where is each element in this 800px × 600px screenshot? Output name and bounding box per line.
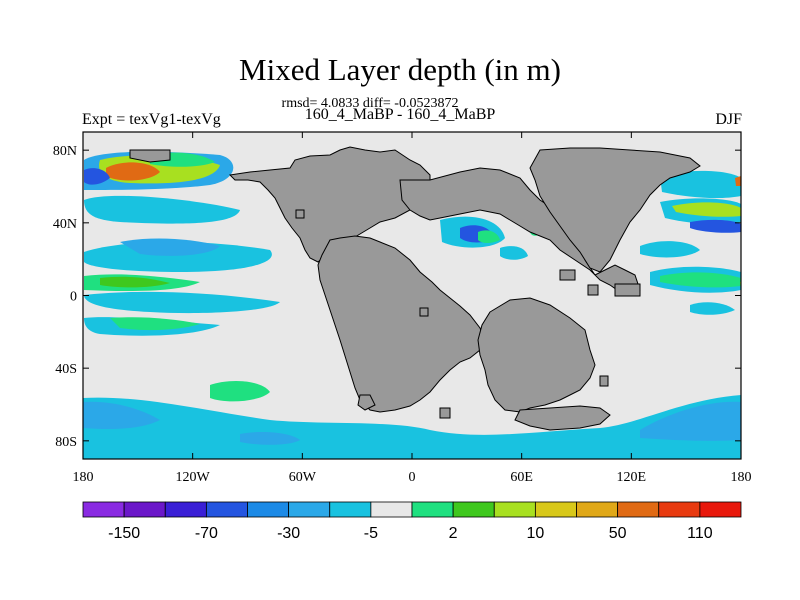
x-tick-label: 60W (289, 470, 317, 485)
colorbar-swatch (205, 501, 248, 518)
colorbar-swatch (370, 501, 413, 518)
anomaly-patch (660, 170, 741, 199)
colorbar-label: 110 (687, 525, 713, 542)
colorbar-swatch (82, 501, 125, 518)
x-tick-label: 120E (617, 470, 647, 485)
land-mass (587, 284, 599, 296)
anomaly-patch (735, 176, 741, 186)
y-tick-label: 0 (70, 290, 77, 305)
land-mass (228, 146, 431, 263)
season-label: DJF (715, 111, 742, 128)
y-tick-label: 80S (55, 435, 77, 450)
anomaly-patch (83, 401, 160, 430)
y-tick-label: 40S (55, 362, 77, 377)
anomaly-patch (690, 219, 741, 233)
anomaly-patch (478, 230, 500, 243)
colorbar-swatch (329, 501, 372, 518)
land-mass (477, 297, 596, 413)
land-mass (399, 167, 641, 296)
land-mass (317, 235, 486, 413)
land-mass (529, 147, 701, 273)
x-tick-label: 0 (409, 470, 416, 485)
anomaly-patch (84, 241, 272, 272)
colorbar-swatch (576, 501, 619, 518)
x-tick-label: 120W (176, 470, 211, 485)
land-masses (129, 146, 701, 431)
colorbar-swatch (452, 501, 495, 518)
anomaly-patch (690, 302, 735, 315)
x-axis: 180 120W 60W 0 60E 120E 180 (73, 132, 752, 485)
map-panel (82, 131, 742, 460)
colorbar-swatch (617, 501, 660, 518)
anomaly-patch (100, 276, 170, 288)
anomaly-patch (660, 272, 741, 288)
y-tick-label: 40N (53, 217, 77, 232)
land-mass (129, 149, 171, 163)
colorbar: -150 -70 -30 -5 2 10 50 110 (82, 501, 742, 542)
land-mass (599, 375, 609, 387)
x-tick-label: 180 (73, 470, 94, 485)
colorbar-swatch (288, 501, 331, 518)
land-mass (419, 307, 429, 317)
land-mass (295, 209, 305, 219)
anomaly-patch (84, 291, 280, 314)
colorbar-label: 10 (526, 525, 544, 542)
map-title: Mixed Layer depth (in m) (239, 52, 561, 87)
anomaly-patches (83, 151, 741, 459)
anomaly-patch (240, 432, 300, 445)
colorbar-swatch (534, 501, 577, 518)
colorbar-swatch (699, 501, 742, 518)
anomaly-patch (210, 380, 270, 402)
experiment-label: Expt = texVg1-texVg (82, 111, 221, 128)
colorbar-label: 50 (609, 525, 627, 542)
runs-label: 160_4_MaBP - 160_4_MaBP (304, 106, 496, 123)
y-axis: 80N 40N 0 40S 80S (53, 144, 741, 450)
x-tick-label: 180 (731, 470, 752, 485)
colorbar-swatch (247, 501, 290, 518)
land-mass (614, 283, 641, 297)
land-mass (514, 405, 611, 431)
land-mass (559, 269, 576, 281)
land-mass (357, 394, 376, 411)
colorbar-swatch (658, 501, 701, 518)
colorbar-swatch (164, 501, 207, 518)
stats-text: rmsd= 4.0833 diff= -0.0523872 (281, 96, 459, 111)
colorbar-label: 2 (449, 525, 458, 542)
land-mass (439, 407, 451, 419)
anomaly-patch (640, 401, 741, 441)
anomaly-patch (110, 317, 200, 331)
anomaly-patch (500, 246, 528, 260)
anomaly-patch (120, 238, 220, 256)
anomaly-patch (84, 168, 110, 185)
colorbar-label: -5 (364, 525, 378, 542)
anomaly-patch (106, 162, 160, 181)
y-tick-label: 80N (53, 144, 77, 159)
anomaly-patch (672, 202, 741, 217)
colorbar-label: -30 (277, 525, 300, 542)
x-tick-label: 60E (510, 470, 533, 485)
colorbar-swatch (493, 501, 536, 518)
colorbar-label: -70 (195, 525, 218, 542)
colorbar-swatch (123, 501, 166, 518)
anomaly-patch (84, 195, 240, 224)
colorbar-label: -150 (108, 525, 140, 542)
anomaly-patch (640, 241, 700, 258)
colorbar-swatch (411, 501, 454, 518)
